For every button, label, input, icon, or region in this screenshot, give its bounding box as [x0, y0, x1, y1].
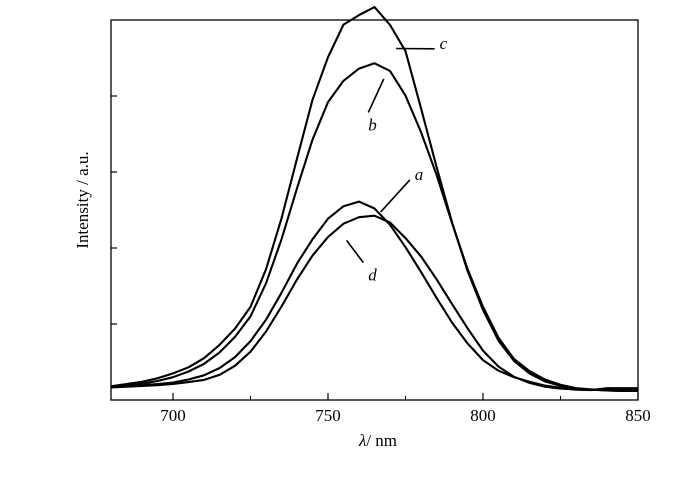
y-axis-title: Intensity / a.u. [73, 151, 92, 248]
series-line-d [110, 214, 638, 391]
x-axis-symbol: λ [358, 431, 366, 450]
series-line-c [110, 6, 638, 392]
curve-group [110, 6, 638, 392]
tick-group [111, 95, 639, 400]
x-tick-label: 700 [160, 406, 186, 425]
x-tick-label: 750 [315, 406, 341, 425]
curve-label-b: b [368, 116, 377, 135]
annotation-leader-d [345, 239, 364, 264]
annotation-label-group: a b c d [368, 34, 447, 285]
series-line-a [110, 200, 638, 392]
annotation-leader-b [367, 78, 385, 113]
curve-label-c: c [440, 34, 448, 53]
tick-label-group: 700 750 800 850 [160, 406, 651, 425]
curve-label-d: d [368, 266, 377, 285]
annotation-leader-a [380, 179, 411, 213]
plot-frame [110, 19, 639, 401]
x-tick-label: 800 [470, 406, 496, 425]
x-axis-unit: / nm [366, 431, 397, 450]
x-tick-label: 850 [625, 406, 651, 425]
x-axis-title: λ/ nm [358, 431, 397, 450]
curve-label-a: a [415, 165, 424, 184]
annotation-leader-group [345, 47, 435, 264]
series-line-b [110, 62, 638, 392]
